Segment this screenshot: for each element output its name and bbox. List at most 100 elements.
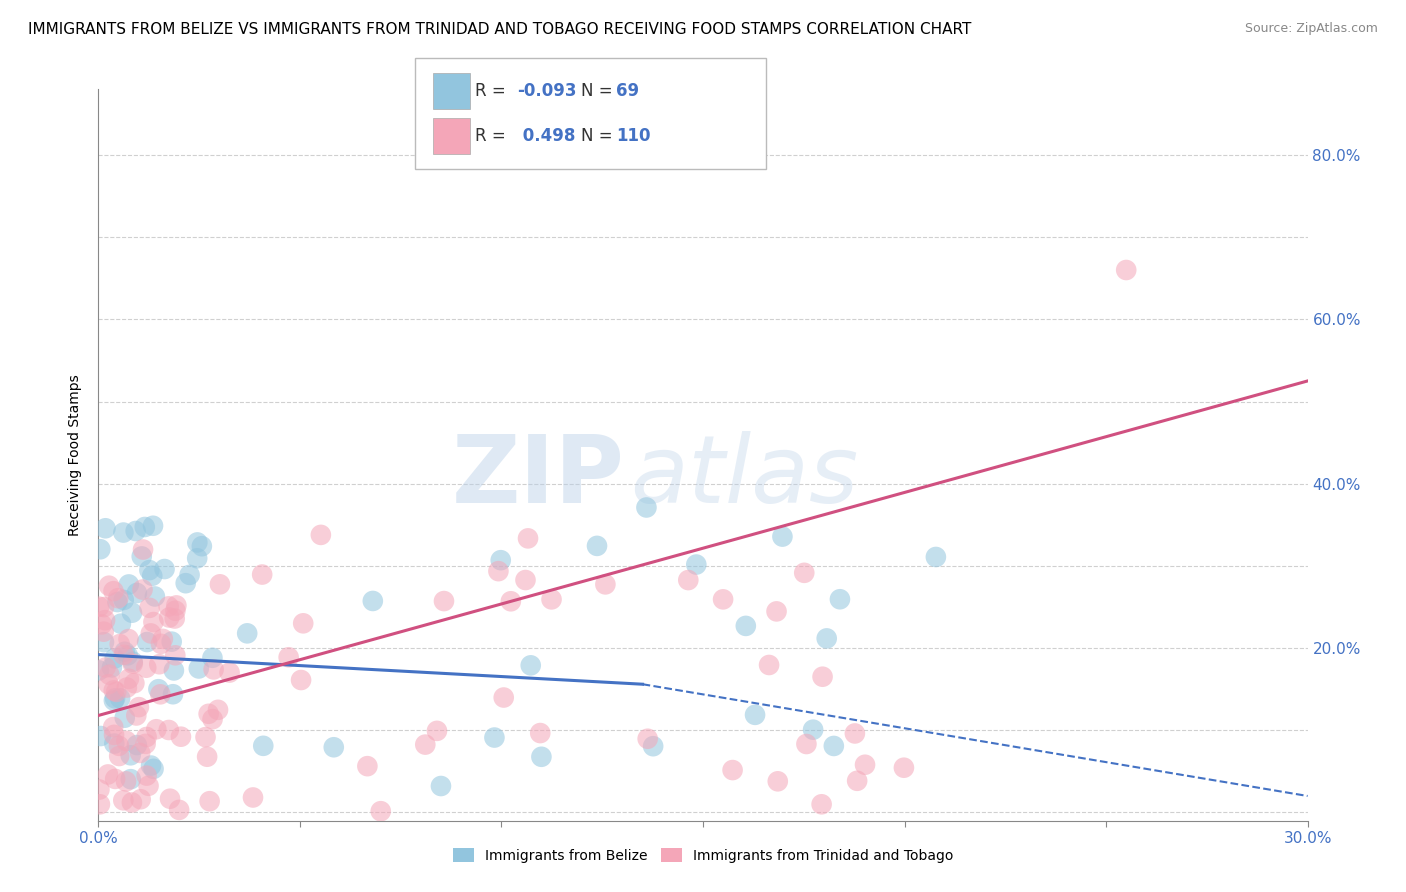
Point <box>115 774 138 789</box>
Point <box>643 739 665 754</box>
Text: R =: R = <box>475 128 512 145</box>
Point <box>117 648 139 663</box>
Point <box>103 720 125 734</box>
Point <box>118 577 141 591</box>
Point <box>125 586 148 600</box>
Point <box>134 520 156 534</box>
Point <box>488 564 510 578</box>
Point <box>103 728 125 742</box>
Point <box>138 563 160 577</box>
Point <box>138 779 160 793</box>
Point <box>129 746 152 760</box>
Point <box>139 758 162 772</box>
Point <box>530 749 553 764</box>
Point <box>678 573 700 587</box>
Point <box>139 626 162 640</box>
Point <box>118 672 141 686</box>
Point <box>89 782 111 797</box>
Point <box>744 707 766 722</box>
Text: IMMIGRANTS FROM BELIZE VS IMMIGRANTS FROM TRINIDAD AND TOBAGO RECEIVING FOOD STA: IMMIGRANTS FROM BELIZE VS IMMIGRANTS FRO… <box>28 22 972 37</box>
Point <box>595 577 617 591</box>
Text: 0.498: 0.498 <box>517 128 576 145</box>
Point <box>492 690 515 705</box>
Point <box>131 549 153 564</box>
Point <box>148 682 170 697</box>
Point <box>290 673 312 687</box>
Point <box>143 590 166 604</box>
Point <box>893 761 915 775</box>
Point <box>152 632 174 646</box>
Point <box>194 730 217 744</box>
Point <box>112 593 135 607</box>
Point <box>517 532 540 546</box>
Point <box>89 599 111 614</box>
Point <box>108 739 131 753</box>
Text: 69: 69 <box>616 82 638 100</box>
Point <box>766 774 789 789</box>
Point <box>87 664 110 678</box>
Point <box>165 648 187 663</box>
Point <box>250 567 273 582</box>
Point <box>149 687 172 701</box>
Point <box>142 762 165 776</box>
Point <box>94 521 117 535</box>
Point <box>174 576 197 591</box>
Point <box>124 524 146 538</box>
Point <box>98 667 121 681</box>
Point <box>103 683 125 698</box>
Y-axis label: Receiving Food Stamps: Receiving Food Stamps <box>69 374 83 536</box>
Point <box>529 726 551 740</box>
Text: 110: 110 <box>616 128 651 145</box>
Text: N =: N = <box>581 82 617 100</box>
Point <box>165 604 187 618</box>
Point <box>322 740 344 755</box>
Point <box>793 566 815 580</box>
Point <box>132 542 155 557</box>
Point <box>430 779 453 793</box>
Point <box>170 730 193 744</box>
Point <box>148 657 170 672</box>
Point <box>796 737 818 751</box>
Point <box>815 632 838 646</box>
Point <box>277 650 299 665</box>
Point <box>186 551 208 566</box>
Point <box>195 749 218 764</box>
Point <box>853 757 876 772</box>
Point <box>93 635 115 649</box>
Point <box>104 691 127 706</box>
Point <box>636 500 658 515</box>
Point <box>121 655 143 669</box>
Point <box>98 579 121 593</box>
Point <box>770 530 793 544</box>
Point <box>201 712 224 726</box>
Point <box>117 632 139 646</box>
Point <box>103 737 125 751</box>
Point <box>108 749 131 764</box>
Point <box>101 660 124 674</box>
Point <box>292 616 315 631</box>
Point <box>765 604 787 618</box>
Point <box>846 773 869 788</box>
Point <box>138 600 160 615</box>
Point <box>810 797 832 812</box>
Point <box>433 594 456 608</box>
Point <box>145 723 167 737</box>
Point <box>586 539 609 553</box>
Point <box>201 650 224 665</box>
Text: N =: N = <box>581 128 617 145</box>
Point <box>115 681 138 695</box>
Point <box>811 670 834 684</box>
Point <box>823 739 845 753</box>
Point <box>721 763 744 777</box>
Point <box>734 619 756 633</box>
Point <box>94 660 117 674</box>
Point <box>104 651 127 665</box>
Point <box>105 595 128 609</box>
Point <box>191 539 214 553</box>
Point <box>157 599 180 614</box>
Point <box>150 637 173 651</box>
Point <box>153 562 176 576</box>
Point <box>162 687 184 701</box>
Point <box>159 791 181 805</box>
Point <box>499 594 522 608</box>
